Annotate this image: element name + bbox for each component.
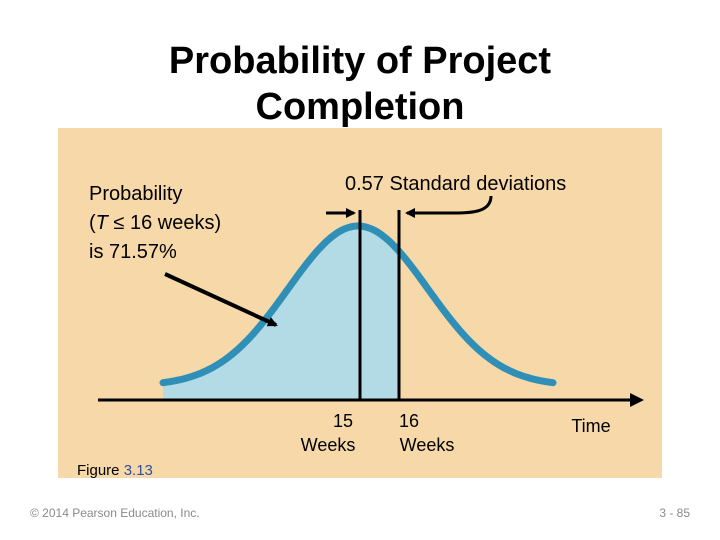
copyright-notice: © 2014 Pearson Education, Inc. — [30, 506, 200, 520]
mark-16-label-line1: 16 — [399, 411, 419, 431]
probability-shaded-area — [163, 226, 399, 400]
mark-15-label-line1: 15 — [333, 411, 353, 431]
page-number: 3 - 85 — [659, 506, 690, 520]
time-axis-arrowhead — [630, 393, 644, 407]
probability-text-line3: is 71.57% — [89, 241, 177, 263]
time-axis-label: Time — [571, 416, 610, 436]
std-dev-right-arrow — [405, 195, 493, 218]
normal-distribution-curve — [159, 222, 557, 387]
figure-label: Figure 3.13 — [77, 462, 153, 479]
slide-title-line2: Completion — [255, 86, 465, 128]
std-dev-label: 0.57 Standard deviations — [345, 173, 566, 195]
figure-label-number: 3.13 — [123, 462, 153, 479]
mark-16-label-line2: Weeks — [400, 435, 455, 455]
figure-label-prefix: Figure — [77, 462, 124, 479]
probability-text-line2: (T ≤ 16 weeks) — [89, 212, 221, 234]
probability-pointer-arrow — [164, 272, 278, 327]
slide-title-line1: Probability of Project — [168, 40, 552, 82]
mark-15-label-line2: Weeks — [301, 435, 356, 455]
slide-title: Probability of Project Completion — [0, 38, 720, 130]
probability-text-line1: Probability — [89, 183, 182, 205]
